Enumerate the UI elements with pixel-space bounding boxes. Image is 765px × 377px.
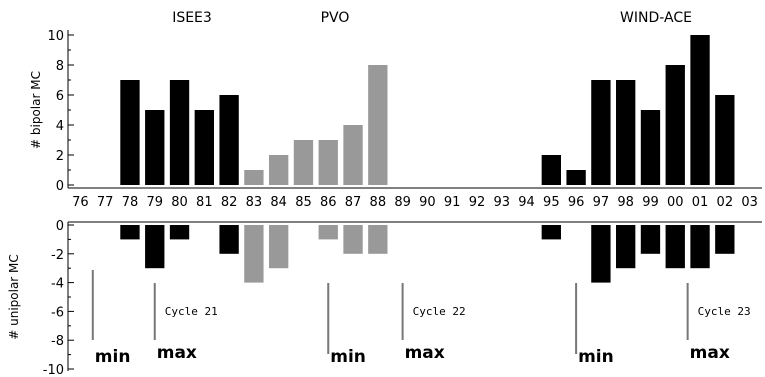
x-tick-label: 85 (295, 195, 312, 210)
bar-bipolar (244, 170, 264, 185)
x-tick-label: 01 (692, 195, 709, 210)
cycle-marker-label: min (95, 347, 131, 367)
x-tick-label: 79 (146, 195, 163, 210)
x-tick-label: 90 (419, 195, 436, 210)
bar-unipolar (591, 225, 611, 283)
cycle-label: Cycle 22 (413, 305, 466, 318)
bar-bipolar (194, 110, 214, 185)
bar-bipolar (169, 80, 190, 185)
bar-unipolar (665, 225, 685, 269)
cycle-marker-label: min (578, 347, 614, 367)
x-tick-label: 95 (543, 195, 560, 210)
y-axis-label-bottom: # unipolar MC (7, 254, 21, 340)
x-tick-label: 87 (345, 195, 362, 210)
x-tick-label: 86 (320, 195, 337, 210)
x-tick-label: 93 (493, 195, 510, 210)
bar-bipolar (715, 95, 735, 185)
x-tick-label: 81 (196, 195, 213, 210)
x-tick-label: 03 (741, 195, 758, 210)
mission-label: ISEE3 (172, 10, 212, 26)
bar-unipolar (269, 225, 289, 269)
bar-bipolar (368, 65, 388, 185)
x-tick-label: 88 (370, 195, 387, 210)
x-tick-label: 89 (394, 195, 411, 210)
x-tick-label: 76 (72, 195, 89, 210)
bar-bipolar (318, 140, 338, 185)
bar-bipolar (219, 95, 239, 185)
bar-bipolar (541, 155, 561, 185)
x-tick-label: 83 (246, 195, 263, 210)
y-tick-label-top: 4 (56, 119, 64, 134)
bar-unipolar (690, 225, 710, 269)
x-tick-label: 77 (97, 195, 114, 210)
bar-unipolar (219, 225, 239, 254)
x-tick-label: 97 (593, 195, 610, 210)
bar-bipolar (343, 125, 363, 185)
x-tick-label: 78 (122, 195, 139, 210)
bar-bipolar (665, 65, 685, 185)
y-tick-label-bottom: -4 (51, 277, 64, 292)
bar-bipolar (269, 155, 289, 185)
y-axis-label-top: # bipolar MC (29, 71, 43, 149)
y-tick-label-top: 0 (56, 179, 64, 194)
bar-bipolar (145, 110, 165, 185)
x-tick-label: 98 (617, 195, 634, 210)
x-tick-label: 84 (270, 195, 287, 210)
x-tick-label: 02 (717, 195, 734, 210)
bar-unipolar (368, 225, 388, 254)
bar-bipolar (616, 80, 636, 185)
y-tick-label-bottom: -8 (51, 334, 64, 349)
x-tick-label: 92 (469, 195, 486, 210)
bar-bipolar (120, 80, 140, 185)
x-tick-label: 94 (518, 195, 535, 210)
bar-bipolar (591, 80, 611, 185)
y-tick-label-bottom: -10 (43, 363, 64, 377)
bar-bipolar (566, 170, 586, 185)
bar-unipolar (715, 225, 735, 254)
bar-unipolar (318, 225, 338, 240)
cycle-label: Cycle 21 (165, 305, 218, 318)
bar-unipolar (120, 225, 140, 240)
x-tick-label: 00 (667, 195, 684, 210)
mission-label: PVO (321, 10, 350, 26)
y-tick-label-top: 2 (56, 149, 64, 164)
bar-unipolar (145, 225, 165, 269)
bar-bipolar (640, 110, 661, 185)
y-tick-label-top: 10 (47, 29, 64, 44)
x-tick-label: 80 (171, 195, 188, 210)
y-tick-label-bottom: -2 (51, 248, 64, 263)
y-tick-label-top: 8 (56, 59, 64, 74)
cycle-marker-label: min (330, 347, 366, 367)
cycle-marker-label: max (157, 343, 197, 363)
bar-unipolar (343, 225, 363, 254)
y-tick-label-top: 6 (56, 89, 64, 104)
mission-label: WIND-ACE (620, 10, 692, 26)
x-tick-label: 99 (642, 195, 659, 210)
bar-bipolar (293, 140, 314, 185)
bar-unipolar (244, 225, 264, 283)
cycle-marker-label: max (405, 343, 445, 363)
bar-unipolar (616, 225, 636, 269)
x-tick-label: 96 (568, 195, 585, 210)
cycle-marker-label: max (690, 343, 730, 363)
y-tick-label-bottom: -6 (51, 305, 64, 320)
bar-unipolar (541, 225, 561, 240)
bar-unipolar (169, 225, 190, 240)
bar-unipolar (640, 225, 661, 254)
x-tick-label: 82 (221, 195, 238, 210)
cycle-label: Cycle 23 (698, 305, 751, 318)
bar-bipolar (690, 35, 710, 185)
y-tick-label-bottom: 0 (56, 219, 64, 234)
x-tick-label: 91 (444, 195, 461, 210)
